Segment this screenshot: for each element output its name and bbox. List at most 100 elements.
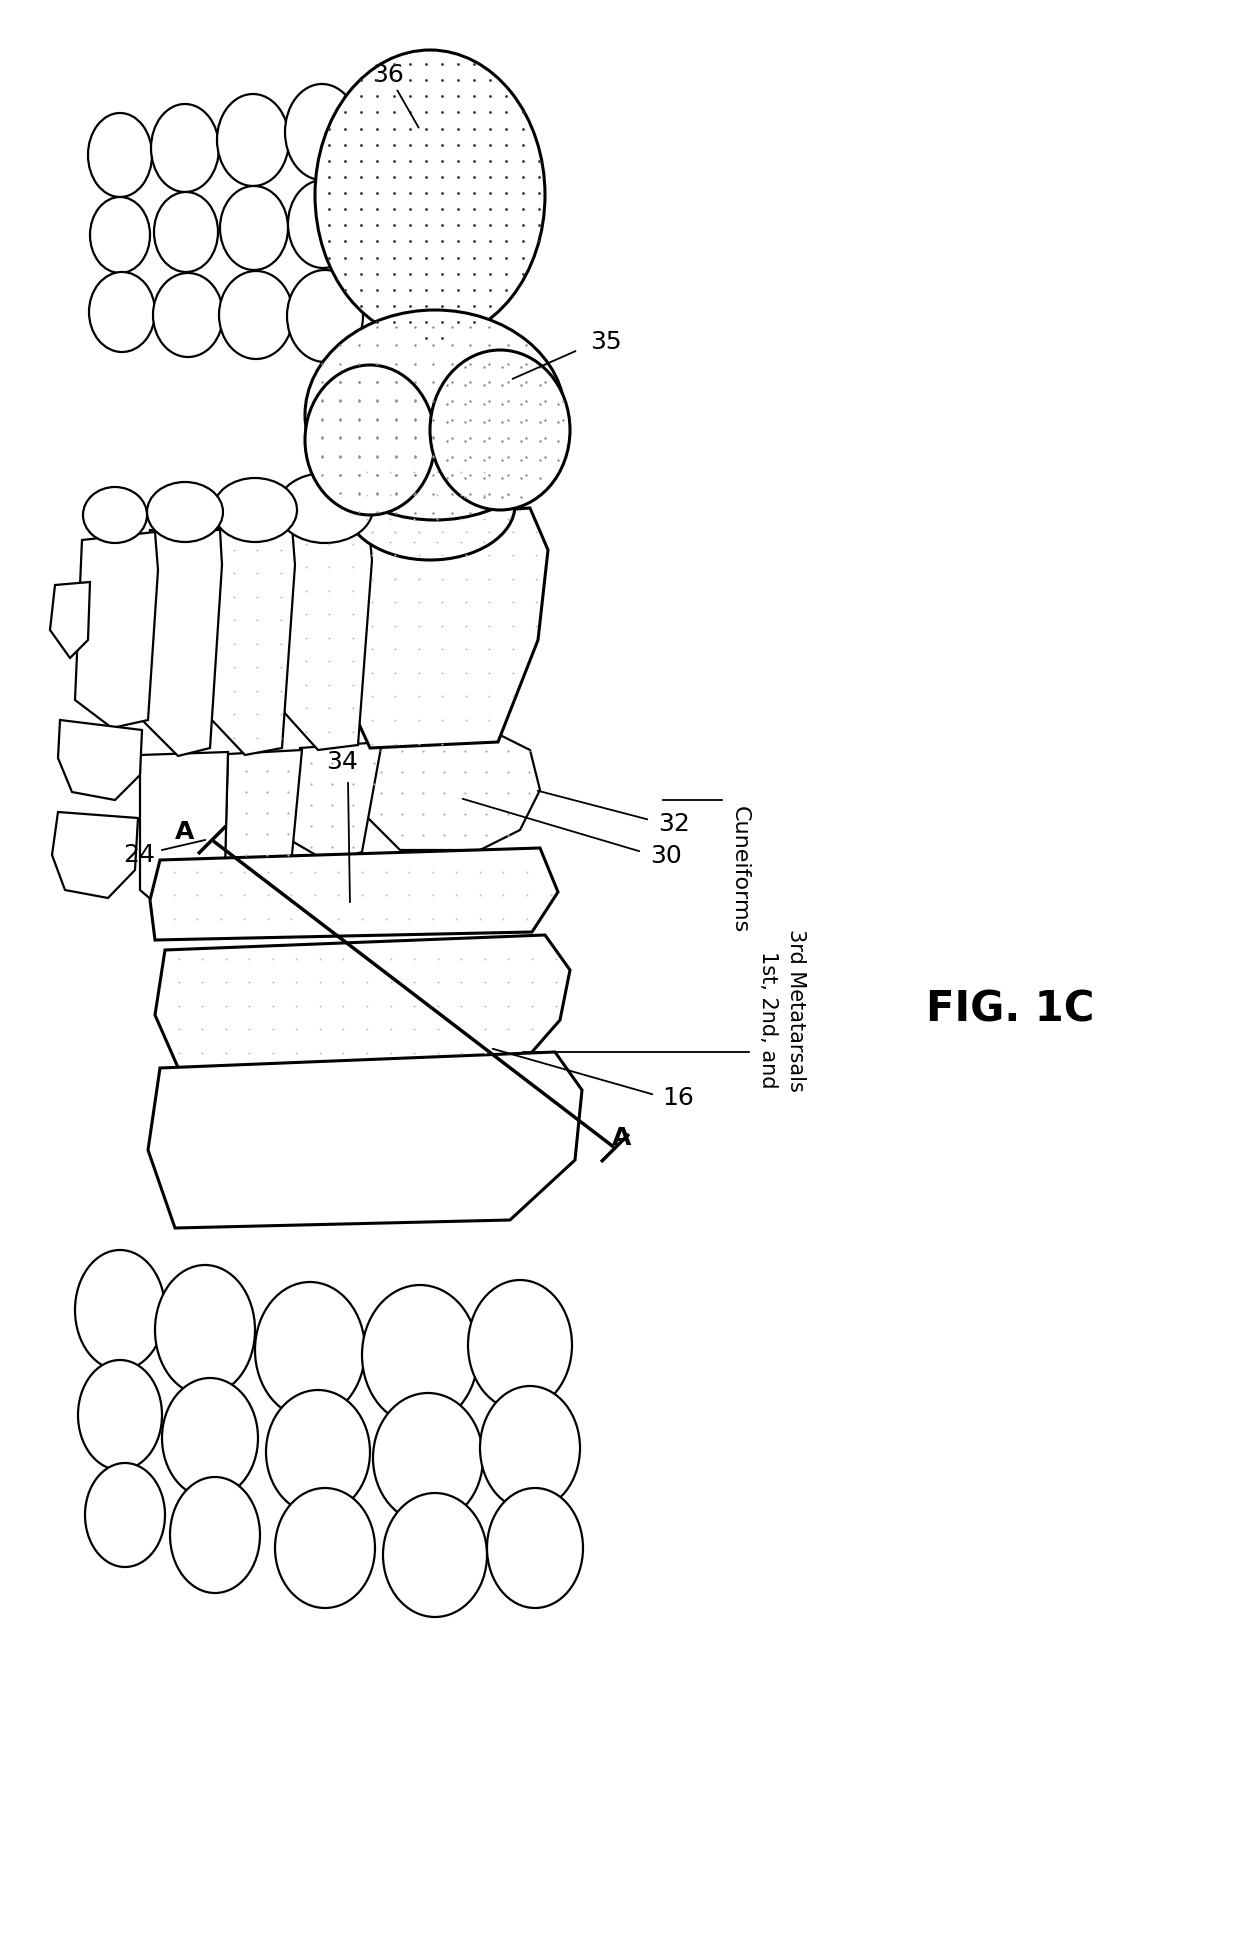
Point [497, 422, 517, 453]
Point [310, 1038, 330, 1069]
Point [404, 461, 424, 492]
Point [492, 426, 512, 457]
Point [475, 1038, 495, 1069]
Point [527, 540, 547, 571]
Point [512, 227, 532, 257]
Point [456, 540, 476, 571]
Point [464, 209, 484, 240]
Point [511, 389, 531, 420]
Point [464, 242, 484, 273]
Point [464, 161, 484, 192]
Point [367, 348, 387, 379]
Point [451, 480, 471, 511]
Point [451, 503, 471, 534]
Point [460, 441, 480, 472]
Point [234, 856, 254, 887]
Ellipse shape [288, 180, 358, 267]
Point [351, 97, 371, 128]
Ellipse shape [74, 1251, 165, 1371]
Point [295, 693, 315, 724]
Point [534, 441, 554, 472]
Point [503, 658, 523, 689]
Point [319, 716, 339, 747]
Text: A: A [613, 1127, 631, 1150]
Point [528, 227, 548, 257]
Point [392, 778, 412, 809]
Point [492, 350, 512, 381]
Point [399, 227, 419, 257]
Ellipse shape [88, 112, 153, 197]
Point [409, 658, 429, 689]
Point [456, 658, 476, 689]
Point [164, 904, 184, 935]
Point [503, 633, 523, 664]
Point [348, 329, 368, 360]
Point [169, 1014, 188, 1045]
Point [234, 879, 254, 910]
Point [348, 478, 368, 509]
Point [367, 130, 387, 161]
Point [386, 728, 405, 759]
Point [415, 64, 435, 95]
Point [247, 699, 267, 730]
Point [475, 1014, 495, 1045]
Point [348, 441, 368, 472]
Ellipse shape [383, 1493, 487, 1617]
Point [310, 966, 330, 997]
Point [383, 209, 403, 240]
Point [247, 722, 267, 753]
Point [383, 48, 403, 79]
Point [496, 161, 516, 192]
Point [381, 1014, 401, 1045]
Point [497, 348, 517, 379]
Point [409, 610, 429, 641]
Ellipse shape [277, 472, 373, 542]
Point [492, 482, 512, 513]
Point [236, 819, 255, 850]
Point [342, 529, 362, 560]
Polygon shape [74, 532, 157, 728]
Ellipse shape [467, 1280, 572, 1409]
Point [311, 441, 331, 472]
Point [503, 563, 523, 594]
Ellipse shape [151, 105, 219, 192]
Point [367, 405, 387, 436]
Point [367, 64, 387, 95]
Point [399, 194, 419, 225]
Point [476, 821, 496, 852]
Point [432, 290, 451, 321]
Ellipse shape [267, 1390, 370, 1514]
Point [386, 587, 405, 618]
Text: 24: 24 [123, 842, 155, 867]
Point [480, 209, 500, 240]
Point [330, 478, 350, 509]
Point [371, 778, 391, 809]
Point [281, 904, 301, 935]
Point [415, 161, 435, 192]
Point [503, 517, 523, 548]
Point [492, 443, 512, 474]
Point [335, 130, 355, 161]
Point [342, 621, 362, 652]
Point [236, 840, 255, 871]
Point [434, 800, 454, 831]
Point [310, 989, 330, 1020]
Point [169, 989, 188, 1020]
Point [441, 405, 461, 436]
Point [441, 478, 461, 509]
Point [319, 145, 339, 176]
Point [464, 145, 484, 176]
Point [512, 257, 532, 288]
Point [516, 405, 536, 436]
Point [428, 457, 448, 488]
Point [404, 459, 424, 490]
Point [334, 943, 353, 974]
Polygon shape [224, 749, 303, 879]
Point [512, 194, 532, 225]
Point [169, 1038, 188, 1069]
Point [386, 461, 405, 492]
Ellipse shape [255, 1282, 365, 1417]
Ellipse shape [275, 1489, 374, 1609]
Point [541, 879, 560, 910]
Point [464, 97, 484, 128]
